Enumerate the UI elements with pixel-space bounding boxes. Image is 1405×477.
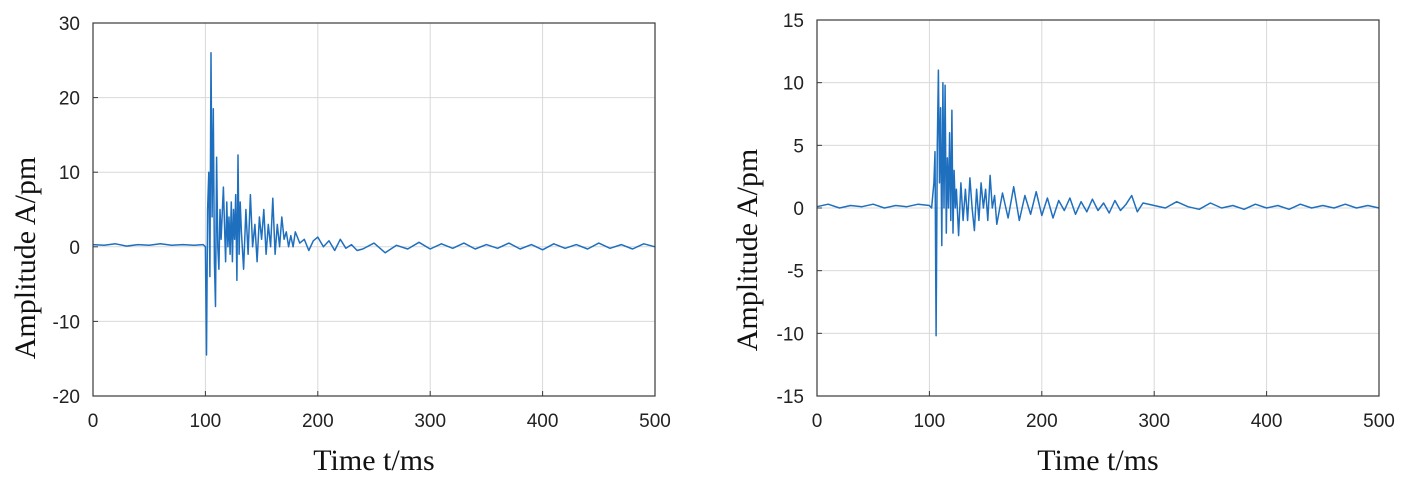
y-tick-label: -10	[777, 324, 804, 345]
x-tick-label: 0	[88, 411, 99, 432]
y-axis-label: Amplitude A/pm	[9, 157, 42, 360]
x-tick-label: 500	[639, 411, 671, 432]
y-tick-label: 0	[69, 238, 80, 259]
x-axis-label: Time t/ms	[313, 444, 434, 477]
y-tick-label: 10	[59, 163, 80, 184]
y-tick-label: 5	[793, 136, 804, 157]
plot-area	[93, 23, 655, 396]
y-tick-label: 0	[793, 199, 804, 220]
x-tick-label: 400	[527, 411, 559, 432]
signal-line	[816, 69, 1380, 337]
x-tick-label: 500	[1363, 411, 1395, 432]
x-axis-label: Time t/ms	[1037, 444, 1158, 477]
x-tick-label: 200	[1026, 411, 1058, 432]
signal-line	[92, 52, 656, 356]
y-tick-label: -20	[53, 387, 80, 408]
y-tick-label: 20	[59, 89, 80, 110]
y-axis-label: Amplitude A/pm	[731, 149, 764, 352]
y-tick-label: 30	[59, 14, 80, 35]
y-tick-label: -15	[777, 387, 804, 408]
chart-2: 0 100 200 300 400 500 -15 -10 -5 0 5 10 15 Time t/ms A…	[731, 11, 1395, 477]
x-tick-label: 300	[1138, 411, 1170, 432]
x-tick-label: 100	[190, 411, 222, 432]
x-tick-label: 0	[812, 411, 823, 432]
plot-frame	[92, 22, 656, 397]
y-tick-label: 15	[783, 11, 804, 32]
y-tick-label: 10	[783, 74, 804, 95]
y-tick-label: -10	[53, 312, 80, 333]
x-tick-label: 400	[1251, 411, 1283, 432]
x-tick-label: 200	[302, 411, 334, 432]
chart-1: 0 100 200 300 400 500 -20 -10 0 10 20 30 Time t/ms Am…	[9, 14, 671, 477]
x-tick-label: 300	[414, 411, 446, 432]
y-tick-label: -5	[787, 262, 804, 283]
x-tick-label: 100	[914, 411, 946, 432]
